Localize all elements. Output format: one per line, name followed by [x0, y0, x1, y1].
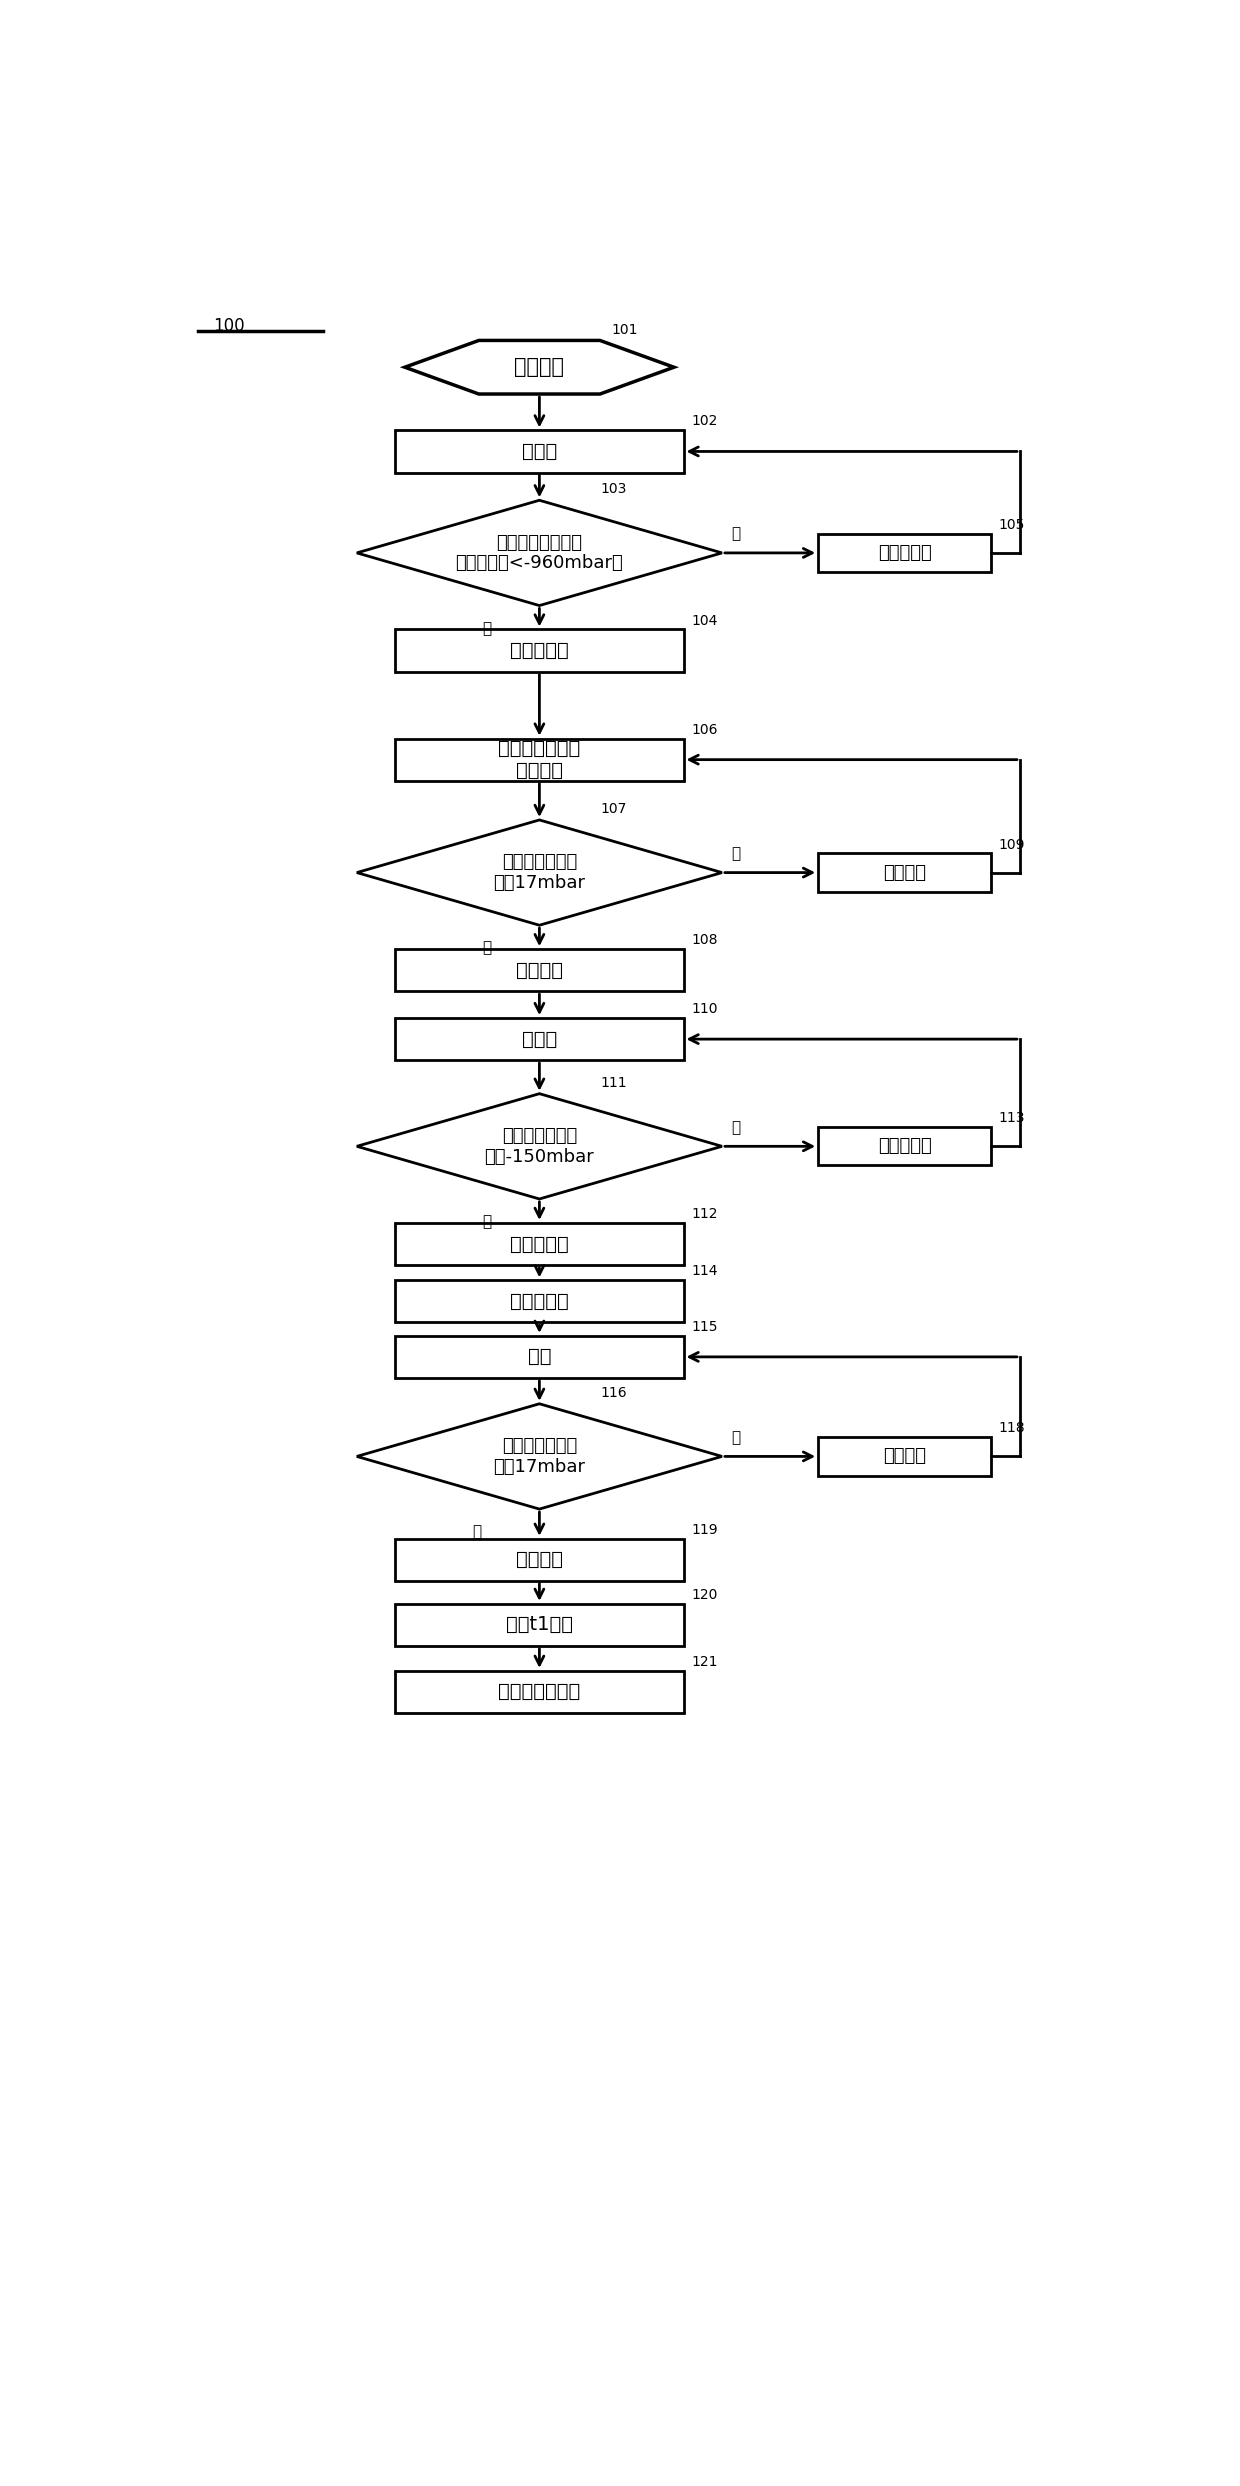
Text: 否: 否 [732, 1429, 740, 1444]
Text: 108: 108 [691, 932, 718, 947]
Text: 119: 119 [691, 1524, 718, 1536]
Text: 否: 否 [732, 1119, 740, 1134]
FancyBboxPatch shape [396, 738, 683, 781]
FancyBboxPatch shape [396, 1280, 683, 1323]
Text: 继续抽真空: 继续抽真空 [878, 1136, 931, 1156]
Text: 112: 112 [691, 1208, 718, 1221]
Text: 进气: 进气 [528, 1347, 551, 1367]
Text: 抽真空: 抽真空 [522, 1029, 557, 1049]
Text: 进气（往腔体内
充氬气）: 进气（往腔体内 充氬气） [498, 738, 580, 781]
Text: 是: 是 [482, 940, 491, 955]
Text: 停止抽真空: 停止抽真空 [510, 1236, 569, 1253]
Text: 110: 110 [691, 1002, 718, 1017]
Polygon shape [357, 500, 722, 607]
FancyBboxPatch shape [396, 1539, 683, 1581]
FancyBboxPatch shape [396, 1019, 683, 1059]
Text: 105: 105 [998, 517, 1025, 532]
Text: 107: 107 [600, 803, 626, 815]
Text: 118: 118 [998, 1422, 1025, 1434]
Text: 停止进气: 停止进气 [516, 960, 563, 979]
Polygon shape [357, 1094, 722, 1198]
Text: 120: 120 [691, 1589, 718, 1601]
Text: 100: 100 [213, 318, 244, 336]
Text: 121: 121 [691, 1656, 718, 1668]
Polygon shape [357, 1405, 722, 1509]
FancyBboxPatch shape [396, 1603, 683, 1646]
FancyBboxPatch shape [818, 534, 991, 572]
Text: 停止抽真空: 停止抽真空 [510, 641, 569, 661]
Text: 是: 是 [482, 622, 491, 636]
FancyBboxPatch shape [396, 950, 683, 992]
FancyBboxPatch shape [396, 1223, 683, 1265]
FancyBboxPatch shape [396, 1671, 683, 1713]
Text: 循环启动: 循环启动 [515, 358, 564, 378]
Text: 113: 113 [998, 1111, 1025, 1126]
Text: 是: 是 [482, 1213, 491, 1228]
Text: 抽真空: 抽真空 [522, 443, 557, 460]
Text: 103: 103 [600, 482, 626, 497]
Text: 启动进排气循环: 启动进排气循环 [498, 1683, 580, 1700]
FancyBboxPatch shape [818, 1126, 991, 1166]
Text: 116: 116 [600, 1387, 627, 1400]
FancyBboxPatch shape [396, 629, 683, 671]
Text: 继续抽真空: 继续抽真空 [878, 544, 931, 562]
FancyBboxPatch shape [396, 430, 683, 472]
Text: 继续进气: 继续进气 [883, 1447, 926, 1464]
Text: 腔体内压力是否
大于17mbar: 腔体内压力是否 大于17mbar [494, 853, 585, 892]
Text: 继续进气: 继续进气 [883, 863, 926, 883]
Text: 否: 否 [732, 845, 740, 860]
Text: 腔体内压力是否
小于-150mbar: 腔体内压力是否 小于-150mbar [485, 1126, 594, 1166]
FancyBboxPatch shape [818, 853, 991, 892]
Text: 109: 109 [998, 838, 1025, 853]
Text: 打开鼓風机: 打开鼓風机 [510, 1293, 569, 1310]
Text: 腔体内压力是否
大于17mbar: 腔体内压力是否 大于17mbar [494, 1437, 585, 1477]
Polygon shape [357, 820, 722, 925]
Text: 等待t1时间: 等待t1时间 [506, 1616, 573, 1633]
Text: 压力是否小于泵的
极限値？（<-960mbar）: 压力是否小于泵的 极限値？（<-960mbar） [455, 534, 624, 572]
Text: 否: 否 [732, 527, 740, 542]
Text: 102: 102 [691, 415, 718, 428]
Text: 106: 106 [691, 723, 718, 736]
Text: 111: 111 [600, 1076, 627, 1089]
Text: 114: 114 [691, 1265, 718, 1278]
Text: 是: 是 [472, 1524, 481, 1539]
Text: 101: 101 [611, 323, 637, 336]
Text: 104: 104 [691, 614, 718, 626]
FancyBboxPatch shape [396, 1335, 683, 1377]
Text: 停止进气: 停止进气 [516, 1551, 563, 1569]
Text: 115: 115 [691, 1320, 718, 1335]
Polygon shape [404, 341, 675, 395]
FancyBboxPatch shape [818, 1437, 991, 1477]
